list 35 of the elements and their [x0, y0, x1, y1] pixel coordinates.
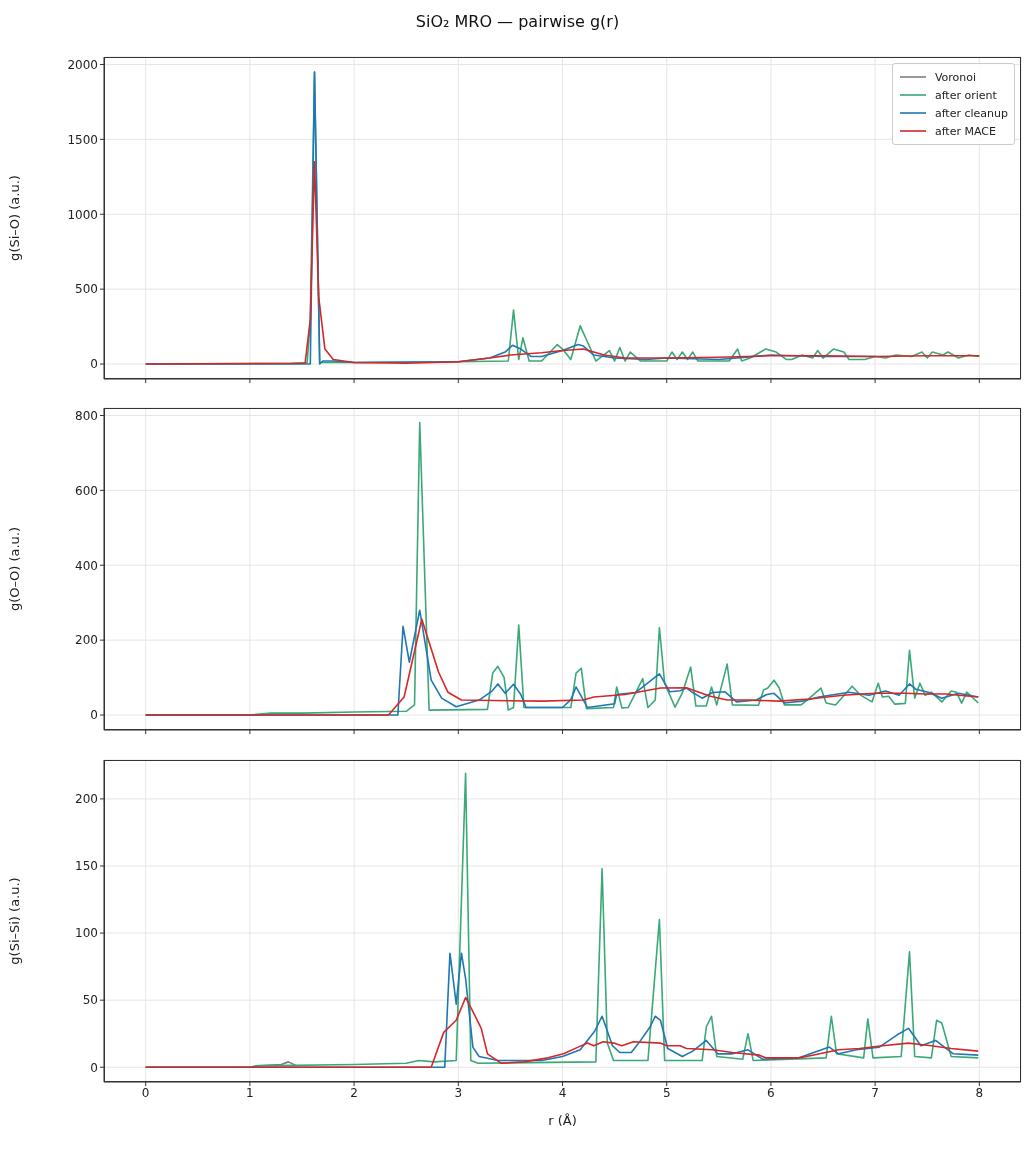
x-tick-label: 0 [141, 1085, 150, 1100]
x-axis-title: r (Å) [548, 1113, 577, 1128]
y-tick-label: 2000 [67, 57, 98, 72]
y-tick-label: 0 [90, 1060, 98, 1075]
x-tick-label: 1 [246, 1085, 254, 1100]
x-tick-label: 2 [350, 1085, 358, 1100]
legend-label: after MACE [934, 124, 996, 138]
y-tick-label: 0 [90, 357, 98, 372]
legend-label: after orient [934, 88, 997, 102]
y-tick-label: 200 [75, 633, 98, 648]
y-tick-label: 800 [75, 408, 98, 423]
line-series [144, 996, 980, 1069]
line-series [144, 161, 981, 365]
chart-title: SiO₂ MRO — pairwise g(r) [414, 12, 621, 31]
legend-label: Voronoi [934, 70, 977, 84]
y-tick-label: 400 [75, 558, 98, 573]
y-axis-title: g(O–O) (a.u.) [6, 526, 22, 612]
x-tick-label: 7 [871, 1085, 879, 1100]
legend-label: after cleanup [934, 106, 1008, 120]
x-tick-label: 6 [767, 1085, 775, 1100]
y-axis-title: g(Si–O) (a.u.) [6, 175, 22, 261]
y-tick-label: 50 [82, 993, 98, 1008]
y-tick-label: 500 [75, 282, 98, 297]
y-tick-label: 150 [75, 859, 98, 874]
y-axis-title: g(Si–Si) (a.u.) [6, 877, 22, 965]
y-tick-label: 200 [75, 792, 98, 807]
x-tick-label: 3 [454, 1085, 463, 1100]
x-tick-label: 8 [975, 1085, 984, 1100]
y-tick-label: 100 [75, 926, 98, 941]
y-tick-label: 0 [90, 708, 98, 723]
x-tick-label: 4 [558, 1085, 567, 1100]
x-tick-label: 5 [662, 1085, 671, 1100]
y-tick-label: 1500 [67, 132, 98, 147]
y-tick-label: 1000 [67, 207, 98, 222]
y-tick-label: 600 [75, 483, 98, 498]
